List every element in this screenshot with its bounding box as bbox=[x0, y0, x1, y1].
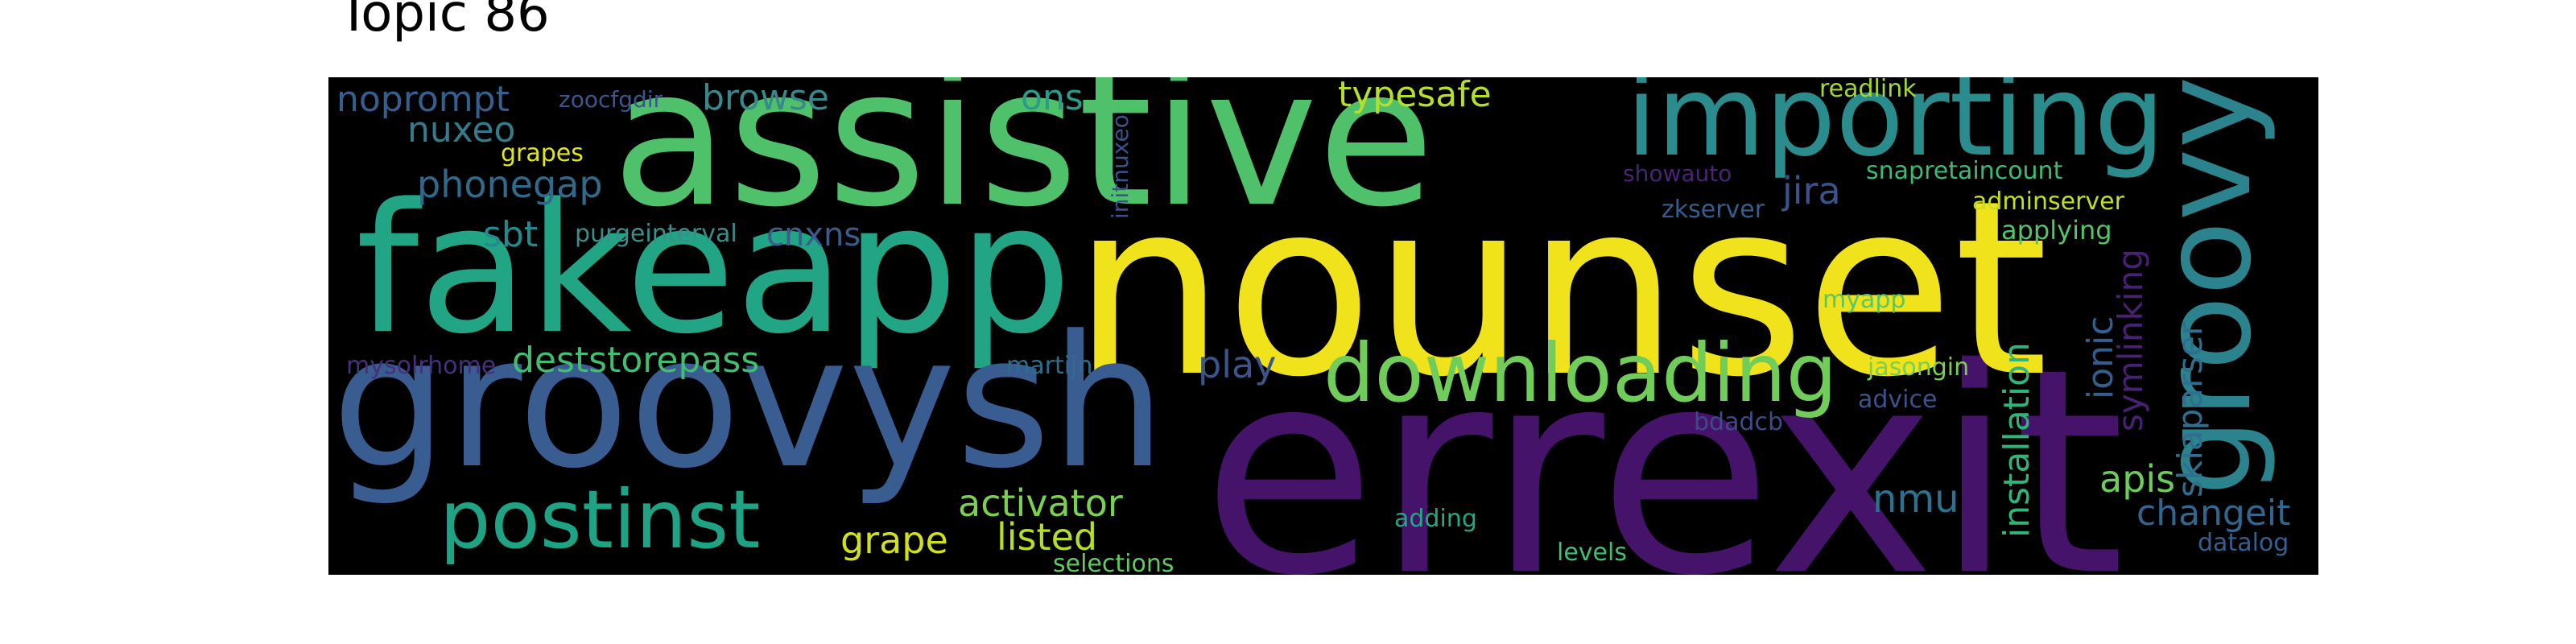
word-play: play bbox=[1198, 343, 1277, 386]
word-noprompt: noprompt bbox=[336, 79, 510, 120]
word-levels: levels bbox=[1557, 539, 1627, 567]
word-fakeapp: fakeapp bbox=[356, 166, 1072, 374]
word-activator: activator bbox=[958, 481, 1123, 525]
word-deststorepass: deststorepass bbox=[512, 340, 760, 381]
word-jasongin: jasongin bbox=[1868, 353, 1970, 382]
word-grape: grape bbox=[840, 518, 948, 562]
word-nounset: nounset bbox=[1072, 149, 2049, 430]
word-skiaparser: skiaparser bbox=[2170, 321, 2210, 497]
word-snapretaincount: snapretaincount bbox=[1866, 157, 2063, 185]
word-advice: advice bbox=[1858, 386, 1938, 414]
word-browse: browse bbox=[702, 77, 829, 118]
word-zoocfgdir: zoocfgdir bbox=[559, 86, 663, 113]
word-changeit: changeit bbox=[2136, 493, 2291, 534]
word-cnxns: cnxns bbox=[766, 217, 861, 254]
word-postinst: postinst bbox=[440, 473, 761, 567]
word-downloading: downloading bbox=[1323, 326, 1838, 420]
word-bdadcb: bdadcb bbox=[1694, 408, 1784, 436]
word-zkserver: zkserver bbox=[1662, 196, 1765, 224]
word-assistive: assistive bbox=[612, 77, 1435, 249]
word-adminserver: adminserver bbox=[1972, 188, 2124, 216]
word-selections: selections bbox=[1053, 550, 1174, 576]
word-importing: importing bbox=[1626, 77, 2165, 181]
word-grapes: grapes bbox=[501, 139, 584, 167]
word-installation: installation bbox=[1996, 342, 2037, 538]
word-myapp: myapp bbox=[1823, 286, 1906, 314]
word-errexit: errexit bbox=[1202, 308, 2125, 575]
figure-title: Topic 86 bbox=[338, 0, 550, 43]
word-applying: applying bbox=[2001, 215, 2112, 246]
word-mysolrhome: mysolrhome bbox=[346, 352, 497, 380]
word-phonegap: phonegap bbox=[417, 163, 603, 206]
word-showauto: showauto bbox=[1623, 160, 1732, 187]
word-listed: listed bbox=[997, 515, 1098, 559]
word-initnuxeo: initnuxeo bbox=[1107, 114, 1133, 219]
word-martijn: martijn bbox=[1006, 352, 1093, 380]
word-cloud: errexit nounset assistive fakeapp groovy… bbox=[328, 77, 2318, 575]
word-apis: apis bbox=[2099, 457, 2176, 501]
word-typesafe: typesafe bbox=[1338, 77, 1492, 115]
word-jira: jira bbox=[1782, 169, 1841, 213]
word-groovysh: groovysh bbox=[332, 297, 1166, 509]
word-ionic: ionic bbox=[2080, 316, 2121, 399]
word-nuxeo: nuxeo bbox=[407, 109, 516, 151]
word-datalog: datalog bbox=[2198, 529, 2289, 557]
word-readlink: readlink bbox=[1819, 77, 1917, 103]
word-ons: ons bbox=[1021, 77, 1084, 118]
word-adding: adding bbox=[1394, 505, 1477, 533]
word-sbt: sbt bbox=[483, 214, 539, 255]
word-nmu: nmu bbox=[1872, 477, 1959, 522]
word-purgeinterval: purgeinterval bbox=[575, 220, 737, 248]
